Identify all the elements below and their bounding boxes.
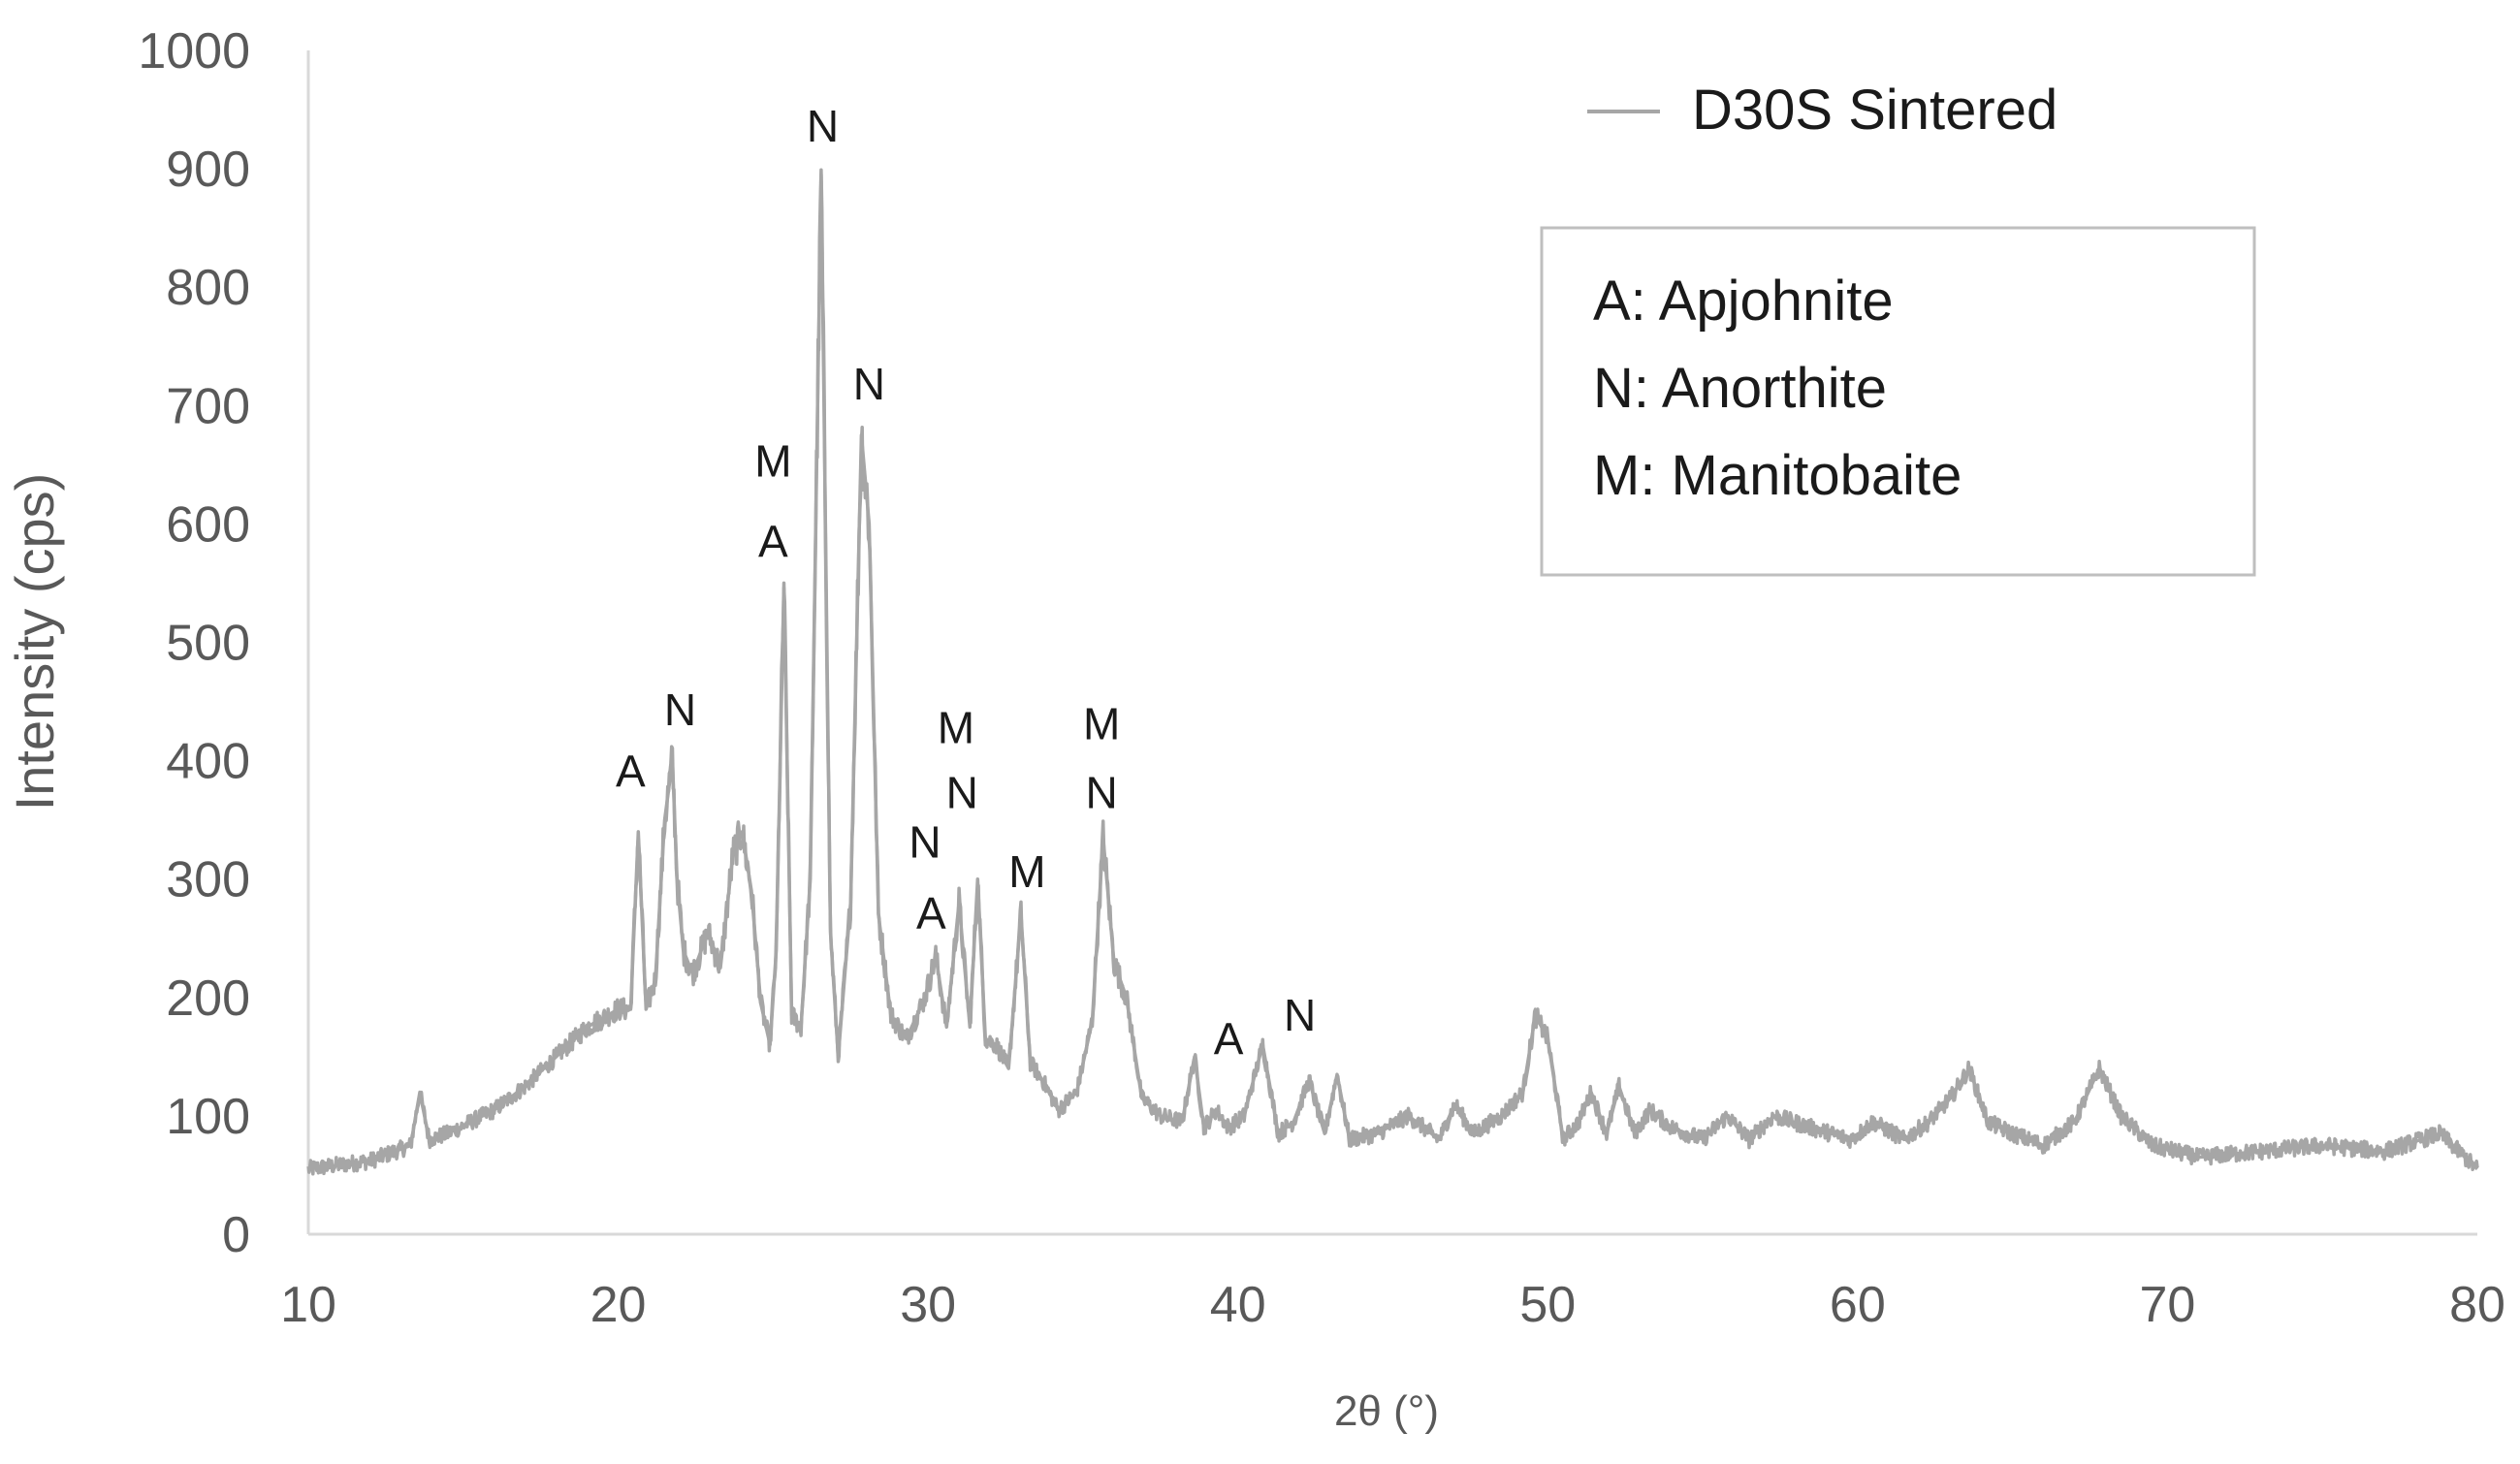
- peak-annotation: A: [758, 517, 788, 567]
- x-tick-label: 60: [1830, 1277, 1886, 1333]
- y-tick-label: 200: [166, 971, 250, 1027]
- peak-annotation: N: [909, 817, 941, 868]
- peak-annotation: M: [938, 702, 974, 752]
- phase-key-frame: [1540, 226, 2256, 577]
- x-tick-label: 80: [2449, 1277, 2505, 1333]
- peak-annotation: N: [1284, 990, 1316, 1040]
- series-group: [306, 168, 2479, 1176]
- legend-label: D30S Sintered: [1692, 79, 2057, 142]
- peak-annotation: M: [754, 436, 791, 487]
- y-tick-label: 500: [166, 616, 250, 672]
- peak-annotation: A: [616, 746, 646, 796]
- peak-annotation: N: [1085, 767, 1117, 817]
- y-tick-label: 400: [166, 734, 250, 790]
- y-tick-label: 900: [166, 142, 250, 198]
- y-tick-labels: 0 100 200 300 400 500 600 700 800 900 1000: [138, 23, 250, 1263]
- y-tick-label: 800: [166, 260, 250, 316]
- y-tick-label: 600: [166, 496, 250, 553]
- peak-annotation: N: [946, 767, 978, 817]
- x-axis-title: 2θ (°): [1334, 1387, 1439, 1435]
- legend: D30S Sintered: [1587, 79, 2057, 142]
- peak-annotation: A: [1214, 1013, 1244, 1064]
- phase-key-anorthite: N: Anorthite: [1593, 357, 1887, 420]
- x-tick-label: 10: [280, 1277, 336, 1333]
- y-axis-title: Intensity (cps): [4, 473, 65, 812]
- x-tick-label: 70: [2140, 1277, 2196, 1333]
- phase-key-apjohnite: A: Apjohnite: [1593, 270, 1894, 333]
- peak-annotation: M: [1008, 846, 1045, 897]
- x-tick-labels: 10 20 30 40 50 60 70 80: [280, 1277, 2505, 1333]
- x-tick-label: 50: [1519, 1277, 1576, 1333]
- y-tick-label: 700: [166, 378, 250, 434]
- x-tick-label: 40: [1210, 1277, 1266, 1333]
- axes: [306, 50, 2477, 1236]
- peak-annotation: N: [853, 359, 885, 409]
- series-peaks-d30s-sintered: [307, 173, 2479, 1171]
- phase-key-manitobaite: M: Manitobaite: [1593, 444, 1962, 507]
- phase-key-box: A: Apjohnite N: Anorthite M: Manitobaite: [1540, 226, 2256, 577]
- x-tick-label: 30: [900, 1277, 956, 1333]
- y-tick-label: 300: [166, 852, 250, 908]
- x-tick-label: 20: [590, 1277, 647, 1333]
- peak-annotation: A: [916, 888, 946, 939]
- peak-annotation: N: [807, 101, 839, 151]
- y-tick-label: 0: [222, 1207, 250, 1263]
- y-tick-label: 100: [166, 1089, 250, 1145]
- peak-annotation: N: [664, 684, 696, 735]
- peak-annotation: M: [1083, 699, 1120, 749]
- y-tick-label: 1000: [138, 23, 250, 80]
